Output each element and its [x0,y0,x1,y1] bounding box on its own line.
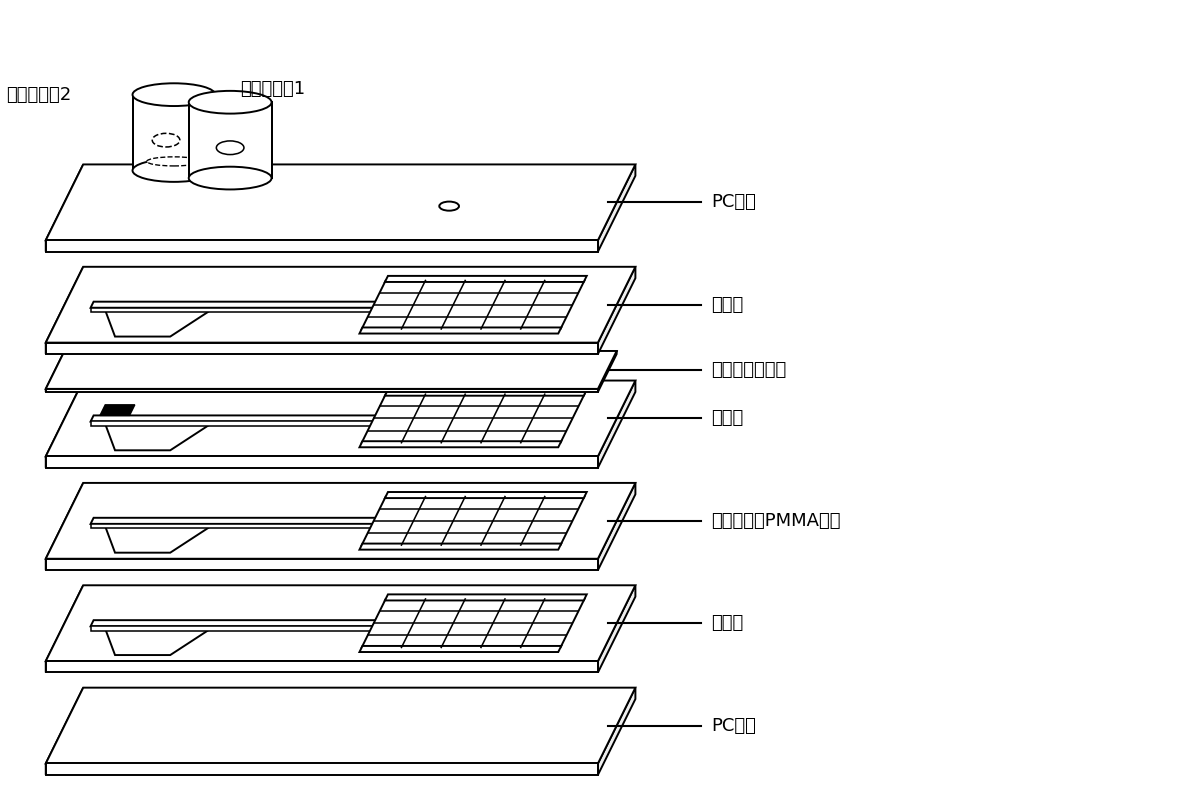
Polygon shape [359,646,561,652]
Polygon shape [46,764,598,775]
Polygon shape [90,620,563,626]
Polygon shape [598,165,636,252]
Polygon shape [46,351,64,392]
Polygon shape [189,102,272,178]
Ellipse shape [216,141,244,154]
Text: 双面胶: 双面胶 [712,614,744,632]
Text: 电极反应柱1: 电极反应柱1 [240,81,305,98]
Polygon shape [46,165,636,240]
Polygon shape [46,380,83,467]
Polygon shape [133,94,216,170]
Polygon shape [46,586,83,673]
Polygon shape [359,543,561,550]
Polygon shape [46,688,636,764]
Text: PC片材: PC片材 [712,193,757,212]
Polygon shape [46,351,617,389]
Polygon shape [46,483,83,570]
Polygon shape [90,422,560,426]
Polygon shape [362,599,585,647]
Polygon shape [598,483,636,570]
Polygon shape [103,304,219,336]
Polygon shape [103,623,219,655]
Polygon shape [100,405,135,415]
Text: 固态纳米孔薄膜: 固态纳米孔薄膜 [712,361,786,379]
Polygon shape [46,389,598,392]
Polygon shape [46,559,598,570]
Polygon shape [598,688,636,775]
Polygon shape [46,661,598,673]
Ellipse shape [133,83,216,106]
Polygon shape [359,441,561,447]
Polygon shape [46,165,83,252]
Polygon shape [90,415,563,422]
Polygon shape [598,267,636,354]
Polygon shape [90,302,563,308]
Polygon shape [90,626,560,630]
Polygon shape [385,594,587,601]
Polygon shape [90,524,560,528]
Polygon shape [46,240,598,252]
Polygon shape [598,586,636,673]
Text: 具有沟道的PMMA片材: 具有沟道的PMMA片材 [712,512,841,530]
Polygon shape [385,492,587,498]
Polygon shape [46,267,83,354]
Text: 双面胶: 双面胶 [712,409,744,427]
Polygon shape [90,308,560,312]
Polygon shape [359,328,561,333]
Text: PC片材: PC片材 [712,717,757,734]
Polygon shape [103,419,219,451]
Polygon shape [362,394,585,443]
Polygon shape [46,456,598,467]
Polygon shape [46,343,598,354]
Ellipse shape [189,167,272,189]
Polygon shape [598,351,617,392]
Polygon shape [362,280,585,329]
Ellipse shape [147,157,202,166]
Polygon shape [385,276,587,282]
Polygon shape [362,496,585,545]
Ellipse shape [189,91,272,113]
Text: 双面胶: 双面胶 [712,296,744,314]
Polygon shape [103,521,219,553]
Polygon shape [46,483,636,559]
Ellipse shape [152,133,180,147]
Ellipse shape [133,159,216,182]
Polygon shape [90,518,563,524]
Polygon shape [46,688,83,775]
Text: 电极反应柱2: 电极反应柱2 [6,85,71,104]
Ellipse shape [439,201,459,211]
Polygon shape [385,390,587,396]
Polygon shape [598,380,636,467]
Polygon shape [46,267,636,343]
Polygon shape [46,586,636,661]
Polygon shape [46,380,636,456]
